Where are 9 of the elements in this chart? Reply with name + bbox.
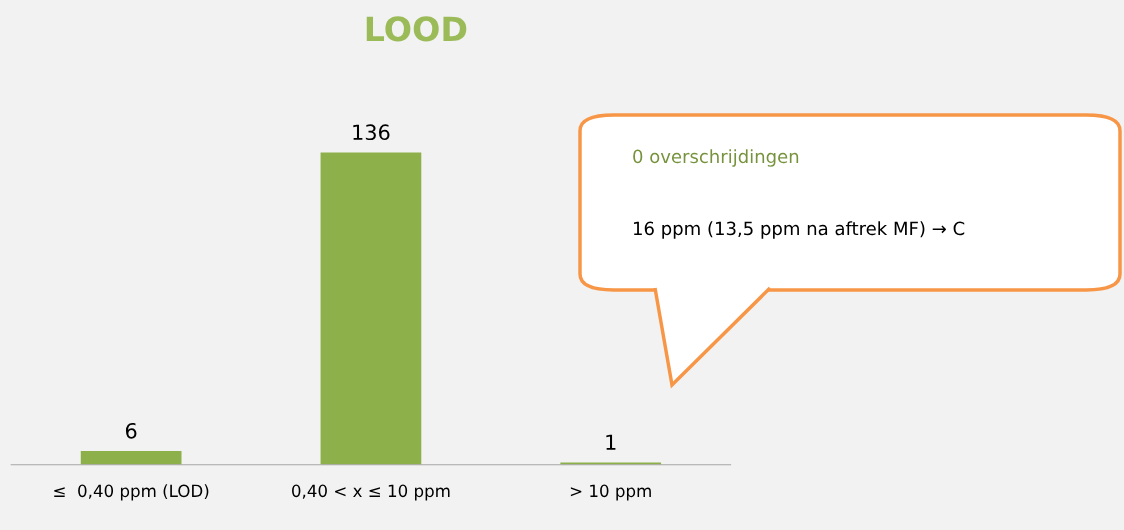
data-label: 1 (606, 434, 616, 450)
data-label: 6 (125, 422, 137, 439)
x-tick-label: ≤ 0,40 ppm (LOD) (54, 484, 209, 501)
chart-title: LOOD (366, 16, 467, 42)
x-tick-label: 0,40 < x ≤ 10 ppm (292, 484, 450, 501)
annotation: 16 ppm (13,5 ppm na aftrek MF) → C (633, 221, 965, 239)
x-tick-label: > 10 ppm (570, 484, 651, 501)
annotation: 0 overschrijdingen (633, 149, 799, 167)
data-label: 136 (353, 124, 390, 141)
